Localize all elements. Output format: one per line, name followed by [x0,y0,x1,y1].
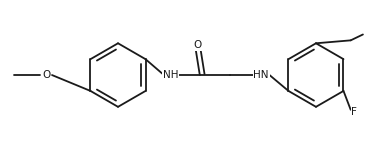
Text: O: O [42,70,50,80]
Text: HN: HN [254,70,269,80]
Text: NH: NH [163,70,178,80]
Text: F: F [351,107,357,117]
Text: O: O [193,40,202,50]
